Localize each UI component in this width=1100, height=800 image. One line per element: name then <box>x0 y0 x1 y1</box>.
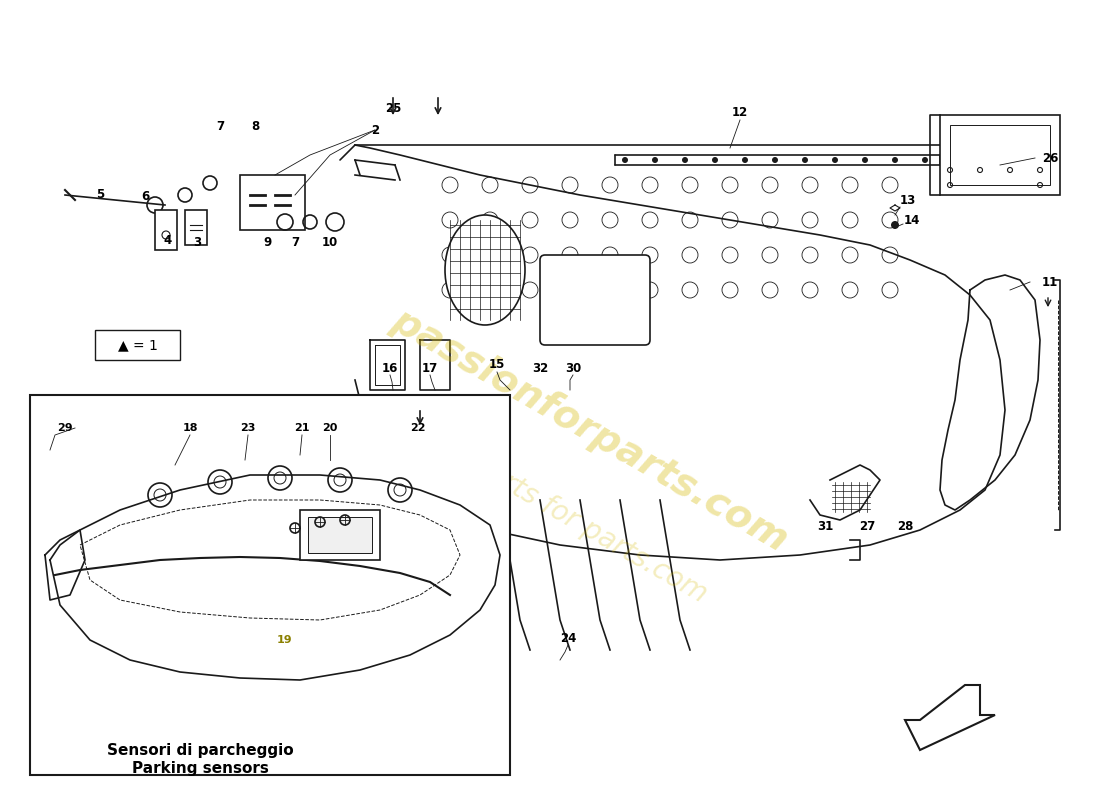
Text: 29: 29 <box>57 423 73 433</box>
Circle shape <box>621 157 628 163</box>
FancyBboxPatch shape <box>300 510 379 560</box>
Text: 4: 4 <box>164 234 172 246</box>
Text: 28: 28 <box>896 521 913 534</box>
Text: 24: 24 <box>560 631 576 645</box>
Text: ▲ = 1: ▲ = 1 <box>118 338 158 352</box>
Circle shape <box>742 157 748 163</box>
Text: 6: 6 <box>141 190 150 203</box>
Circle shape <box>802 157 808 163</box>
FancyBboxPatch shape <box>240 175 305 230</box>
Text: 19: 19 <box>277 635 293 645</box>
Polygon shape <box>905 685 996 750</box>
FancyBboxPatch shape <box>95 330 180 360</box>
Text: 14: 14 <box>904 214 921 226</box>
FancyBboxPatch shape <box>540 255 650 345</box>
Text: 9: 9 <box>264 235 272 249</box>
FancyBboxPatch shape <box>950 125 1050 185</box>
Ellipse shape <box>446 215 525 325</box>
Text: 11: 11 <box>1042 275 1058 289</box>
Text: 7: 7 <box>216 121 224 134</box>
Text: 26: 26 <box>1042 151 1058 165</box>
FancyBboxPatch shape <box>155 210 177 250</box>
Text: 2: 2 <box>371 123 380 137</box>
Text: 22: 22 <box>410 423 426 433</box>
Text: 7: 7 <box>290 235 299 249</box>
Text: passionforparts.com: passionforparts.com <box>385 301 794 559</box>
FancyBboxPatch shape <box>30 395 510 775</box>
Text: Parking sensors: Parking sensors <box>132 761 268 775</box>
Text: Sensori di parcheggio: Sensori di parcheggio <box>107 742 294 758</box>
Text: 15: 15 <box>488 358 505 371</box>
Text: 31: 31 <box>817 521 833 534</box>
Text: 27: 27 <box>859 521 876 534</box>
Circle shape <box>891 221 899 229</box>
Text: 30: 30 <box>565 362 581 374</box>
FancyBboxPatch shape <box>940 115 1060 195</box>
Text: 8: 8 <box>251 121 260 134</box>
Text: 13: 13 <box>900 194 916 206</box>
Circle shape <box>862 157 868 163</box>
Text: 25: 25 <box>385 102 402 114</box>
Text: 20: 20 <box>322 423 338 433</box>
Text: 17: 17 <box>422 362 438 374</box>
Text: parts for parts.com: parts for parts.com <box>468 451 713 609</box>
FancyBboxPatch shape <box>308 517 372 553</box>
Circle shape <box>922 157 928 163</box>
Text: 5: 5 <box>96 189 104 202</box>
FancyBboxPatch shape <box>185 210 207 245</box>
Text: 23: 23 <box>240 423 255 433</box>
Circle shape <box>832 157 838 163</box>
Text: 32: 32 <box>532 362 548 374</box>
Text: 10: 10 <box>322 235 338 249</box>
Circle shape <box>772 157 778 163</box>
Circle shape <box>712 157 718 163</box>
Text: 21: 21 <box>295 423 310 433</box>
Circle shape <box>892 157 898 163</box>
Text: 3: 3 <box>192 235 201 249</box>
Text: 18: 18 <box>183 423 198 433</box>
Circle shape <box>652 157 658 163</box>
Text: 12: 12 <box>732 106 748 118</box>
Text: 16: 16 <box>382 362 398 374</box>
Circle shape <box>682 157 688 163</box>
